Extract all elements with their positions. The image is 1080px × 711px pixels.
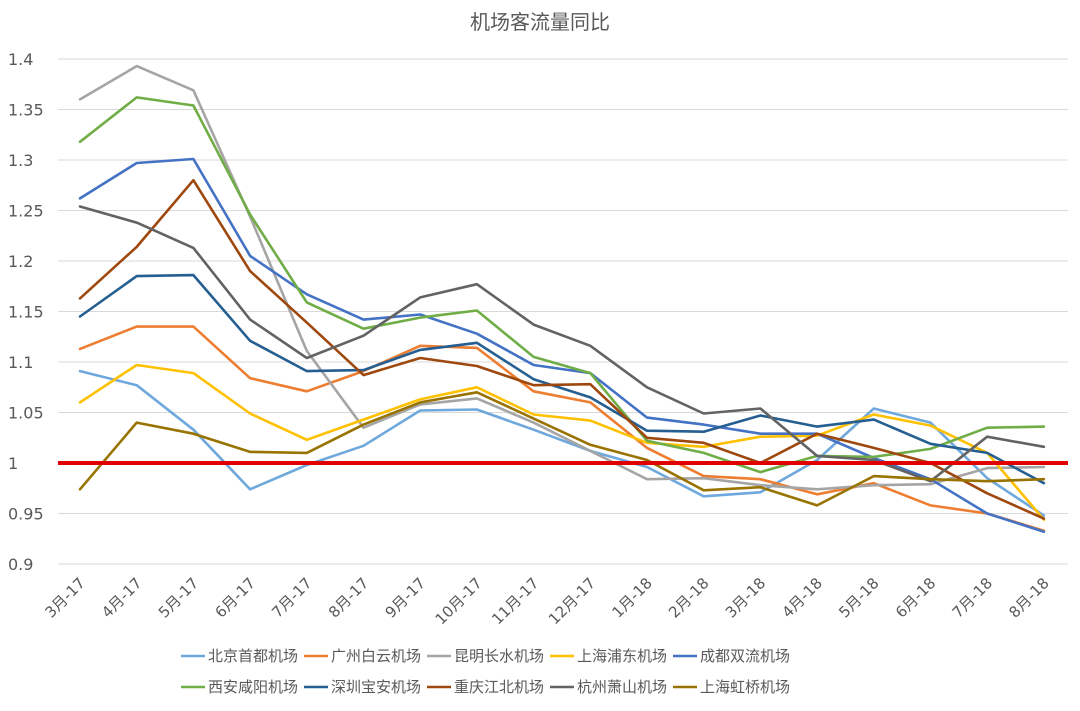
legend-item: 昆明长水机场 bbox=[427, 647, 544, 665]
legend-item: 杭州萧山机场 bbox=[550, 678, 667, 696]
y-tick-label: 1 bbox=[8, 454, 18, 473]
chart-title: 机场客流量同比 bbox=[470, 10, 610, 34]
series-line bbox=[78, 96, 1046, 474]
y-tick-label: 1.4 bbox=[8, 50, 33, 69]
series-line bbox=[78, 390, 1046, 507]
legend-label: 杭州萧山机场 bbox=[577, 678, 667, 696]
y-tick-label: 0.9 bbox=[8, 555, 33, 574]
legend-item: 北京首都机场 bbox=[181, 647, 298, 665]
legend-label: 上海虹桥机场 bbox=[700, 678, 790, 696]
legend-label: 西安咸阳机场 bbox=[208, 678, 298, 696]
legend-item: 成都双流机场 bbox=[673, 647, 790, 665]
data-series-lines bbox=[78, 64, 1046, 534]
legend-item: 上海浦东机场 bbox=[550, 647, 667, 665]
y-tick-label: 1.1 bbox=[8, 353, 33, 372]
legend-label: 北京首都机场 bbox=[208, 647, 298, 665]
legend-item: 深圳宝安机场 bbox=[304, 678, 421, 696]
y-tick-label: 1.05 bbox=[8, 404, 44, 423]
legend-item: 广州白云机场 bbox=[304, 647, 421, 665]
y-tick-label: 1.3 bbox=[8, 151, 33, 170]
legend-label: 成都双流机场 bbox=[700, 647, 790, 665]
legend-item: 上海虹桥机场 bbox=[673, 678, 790, 696]
y-tick-label: 1.35 bbox=[8, 101, 44, 120]
series-line bbox=[78, 178, 1046, 520]
y-axis-tick-labels: 0.9 0.95 1 1.05 1.1 1.15 1.2 1.25 1.3 1.35 1.4 bbox=[8, 50, 44, 574]
legend-label: 重庆江北机场 bbox=[454, 678, 544, 696]
series-line bbox=[78, 363, 1046, 521]
series-line bbox=[78, 325, 1046, 533]
series-line bbox=[78, 273, 1046, 485]
series-line bbox=[78, 369, 1046, 517]
y-tick-label: 0.95 bbox=[8, 505, 44, 524]
legend-label: 昆明长水机场 bbox=[454, 647, 544, 665]
legend-label: 深圳宝安机场 bbox=[331, 678, 421, 696]
y-tick-label: 1.25 bbox=[8, 202, 44, 221]
legend-item: 西安咸阳机场 bbox=[181, 678, 298, 696]
legend-label: 上海浦东机场 bbox=[577, 647, 667, 665]
legend-label: 广州白云机场 bbox=[331, 647, 421, 665]
legend-item: 重庆江北机场 bbox=[427, 678, 544, 696]
y-tick-label: 1.15 bbox=[8, 303, 44, 322]
y-tick-label: 1.2 bbox=[8, 252, 33, 271]
